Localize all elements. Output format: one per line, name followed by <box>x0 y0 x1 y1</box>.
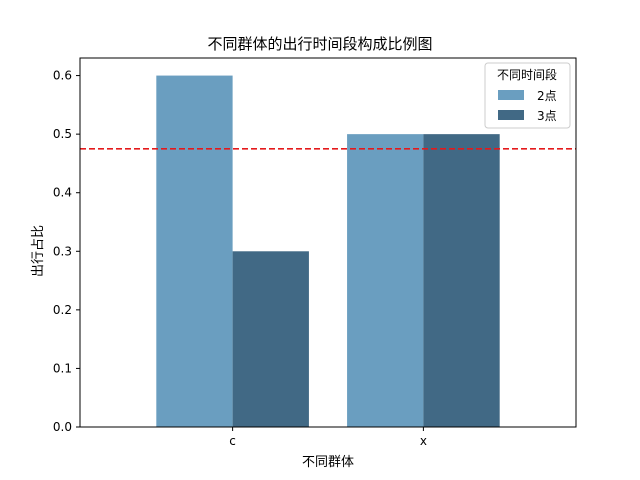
bar-x-3点 <box>423 134 500 427</box>
y-tick-label: 0.0 <box>53 420 72 434</box>
y-tick-label: 0.6 <box>53 69 72 83</box>
bar-c-3点 <box>232 251 309 427</box>
bars <box>156 75 500 428</box>
legend-label: 3点 <box>537 109 557 123</box>
y-tick-label: 0.3 <box>53 244 72 258</box>
legend-label: 2点 <box>537 89 557 103</box>
legend-title: 不同时间段 <box>497 67 557 82</box>
legend-swatch <box>498 90 524 100</box>
x-tick-label: c <box>229 434 236 448</box>
chart-title: 不同群体的出行时间段构成比例图 <box>207 35 432 53</box>
bar-x-2点 <box>347 134 424 427</box>
x-axis-label: 不同群体 <box>302 455 354 470</box>
legend-swatch <box>498 110 524 120</box>
y-axis-ticks: 0.0 0.1 0.2 0.3 0.4 0.5 0.6 <box>53 69 80 434</box>
plot-frame <box>79 57 577 428</box>
y-tick-label: 0.5 <box>53 127 72 141</box>
x-tick-label: x <box>420 434 427 448</box>
y-tick-label: 0.2 <box>53 303 72 317</box>
y-axis-label: 出行占比 <box>31 225 46 277</box>
bar-c-2点 <box>156 75 233 428</box>
y-tick-label: 0.1 <box>53 361 72 375</box>
y-tick-label: 0.4 <box>53 186 72 200</box>
